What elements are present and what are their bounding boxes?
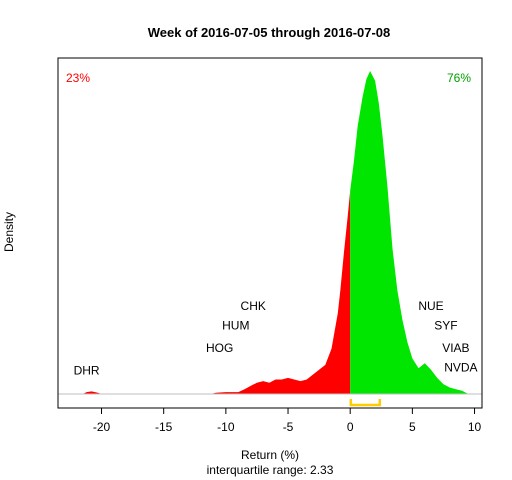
pct-positive-label: 76% [447,71,471,85]
pct-negative-label: 23% [66,71,90,85]
annotation-layer: DHR CHK HUM HOG NUE SYF VIAB NVDA [74,299,478,378]
ticker-label-hum: HUM [222,318,249,332]
y-axis-label: Density [2,212,16,252]
ticker-label-syf: SYF [434,318,457,332]
x-tick-label: -20 [93,420,111,434]
positive-density-area [350,71,469,394]
ticker-label-viab: VIAB [442,341,469,355]
ticker-label-nvda: NVDA [444,360,477,374]
x-tick-label: 0 [347,420,354,434]
x-tick-label: -15 [155,420,173,434]
negative-density-area [82,190,351,394]
x-axis: -20 -15 -10 -5 0 5 10 [93,408,482,434]
chart-title: Week of 2016-07-05 through 2016-07-08 [148,25,391,40]
x-tick-label: -10 [217,420,235,434]
x-tick-label: -5 [283,420,294,434]
iqr-marker [349,399,382,407]
iqr-bracket [349,399,382,407]
x-tick-label: 10 [468,420,482,434]
ticker-label-chk: CHK [241,299,266,313]
density-area-layer [82,71,469,394]
ticker-label-nue: NUE [418,299,443,313]
plot-frame [57,57,483,409]
ticker-label-dhr: DHR [74,364,100,378]
ticker-label-hog: HOG [206,341,233,355]
iqr-subtitle: interquartile range: 2.33 [207,463,334,477]
x-axis-label: Return (%) [241,448,299,462]
x-tick-label: 5 [409,420,416,434]
